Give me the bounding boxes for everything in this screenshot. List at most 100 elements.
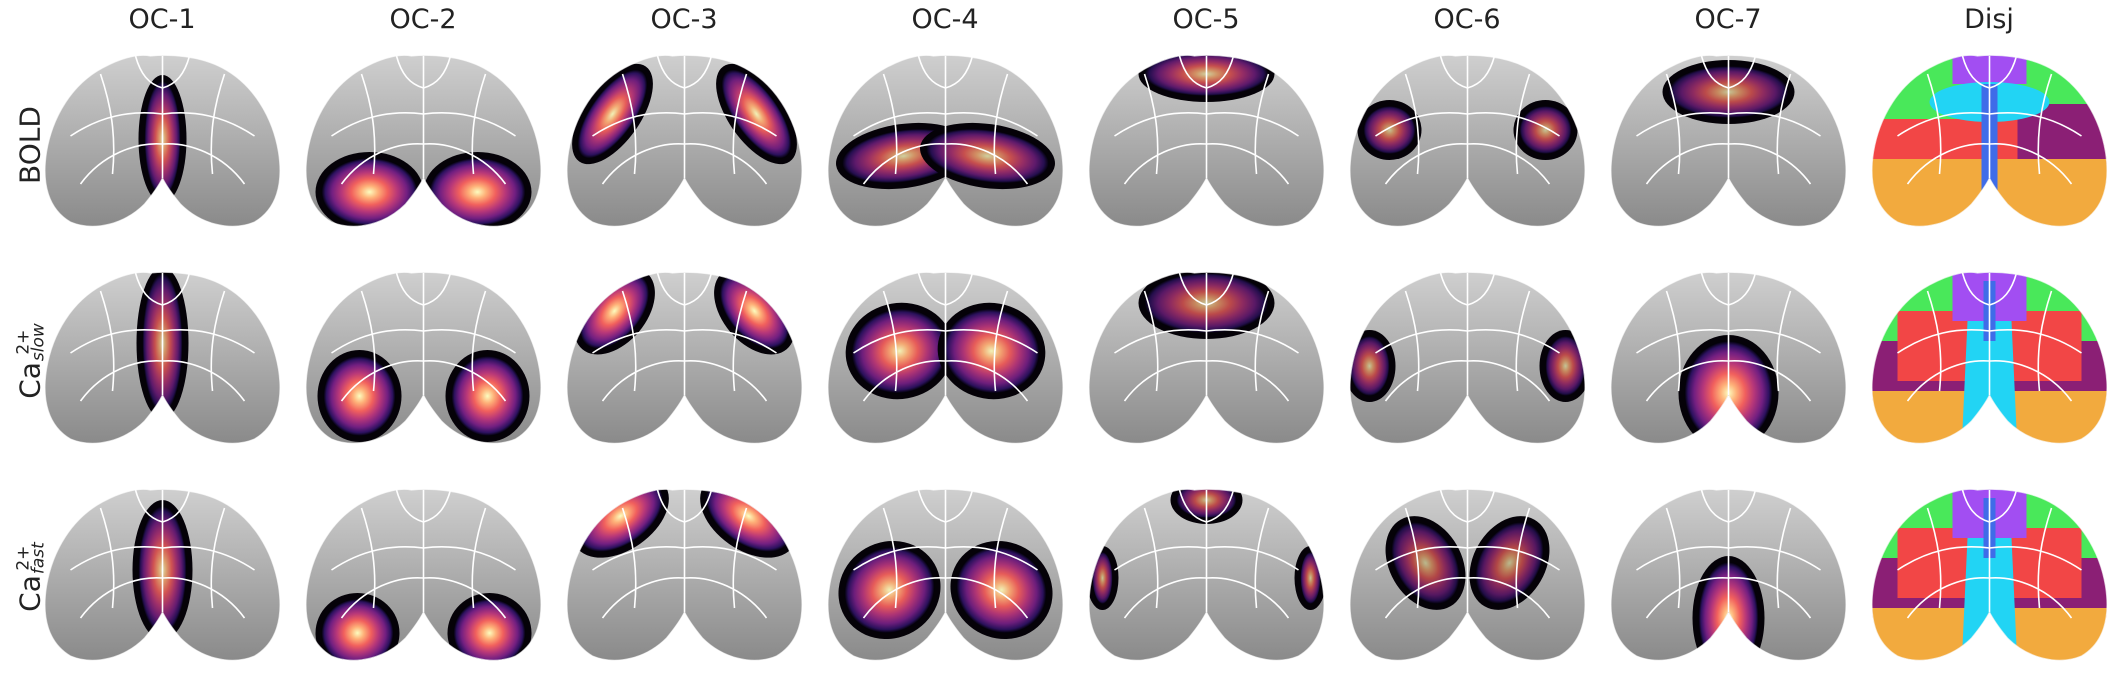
brain-map-oc2-ca-slow <box>301 261 546 451</box>
region-boundaries <box>331 272 516 402</box>
brain-map-disj-bold <box>1867 44 2107 234</box>
region-boundaries <box>1114 55 1299 185</box>
activation-blob <box>323 356 396 436</box>
brain-map-oc7-ca-slow-icon <box>1610 271 1847 444</box>
brain-map-oc2-bold <box>301 44 546 234</box>
region-boundaries <box>1636 489 1821 619</box>
brain-map-oc3-ca-slow <box>562 261 807 451</box>
activation-blob <box>321 599 394 661</box>
brain-map-oc1-bold <box>40 44 285 234</box>
region-boundaries <box>853 272 1038 402</box>
brain-map-oc3-ca-slow-icon <box>566 271 803 444</box>
activation-blob <box>451 356 524 436</box>
brain-map-oc7-ca-slow <box>1606 261 1851 451</box>
region-boundaries <box>70 489 255 619</box>
region-boundaries <box>1636 272 1821 402</box>
brain-map-oc7-bold <box>1606 44 1851 234</box>
region-boundaries <box>853 55 1038 185</box>
brain-map-oc4-ca-fast-icon <box>827 488 1064 661</box>
brain-map-oc1-ca-slow <box>40 261 285 451</box>
region-boundaries <box>1375 55 1560 185</box>
region-boundaries <box>70 55 255 185</box>
column-title-oc-7: OC-7 <box>1694 4 1762 35</box>
region-boundaries <box>592 55 777 185</box>
column-title-oc-3: OC-3 <box>650 4 718 35</box>
brain-map-oc6-bold-icon <box>1349 54 1586 227</box>
brain-map-oc2-ca-fast <box>301 478 546 668</box>
activation-blob <box>1475 522 1544 604</box>
region-boundaries <box>592 272 777 402</box>
activation-blob <box>1349 336 1390 396</box>
brain-map-oc7-ca-fast-icon <box>1610 488 1847 661</box>
activation-blob <box>721 69 792 159</box>
brain-map-oc6-ca-slow-icon <box>1349 271 1586 444</box>
disjoint-regions <box>1871 272 2107 444</box>
brain-map-oc1-bold-icon <box>44 54 281 227</box>
brain-map-disj-bold-icon <box>1871 54 2107 227</box>
activation-blob <box>1519 106 1572 154</box>
brain-map-oc5-ca-fast <box>1084 478 1329 668</box>
brain-map-oc1-ca-fast <box>40 478 285 668</box>
brain-map-disj-ca-fast-icon <box>1871 488 2107 661</box>
brain-map-oc6-ca-slow <box>1345 261 1590 451</box>
column-title-oc-5: OC-5 <box>1172 4 1240 35</box>
activation-blob <box>844 546 935 634</box>
brain-map-oc5-bold <box>1084 44 1329 234</box>
brain-map-oc5-bold-icon <box>1088 54 1325 227</box>
region-boundaries <box>70 272 255 402</box>
disjoint-regions <box>1871 489 2107 661</box>
region-boundaries <box>1897 55 2082 185</box>
brain-map-oc6-ca-fast-icon <box>1349 488 1586 661</box>
brain-map-oc4-bold <box>823 44 1068 234</box>
brain-map-oc5-ca-slow <box>1084 261 1329 451</box>
activation-blob <box>925 128 1050 184</box>
column-title-oc-6: OC-6 <box>1433 4 1501 35</box>
brain-map-oc2-bold-icon <box>305 54 542 227</box>
region-boundaries <box>853 489 1038 619</box>
brain-map-oc7-bold-icon <box>1610 54 1847 227</box>
region-boundaries <box>1375 489 1560 619</box>
region-boundaries <box>1114 272 1299 402</box>
brain-map-oc2-ca-slow-icon <box>305 271 542 444</box>
brain-map-oc1-ca-fast-icon <box>44 488 281 661</box>
activation-blob <box>956 546 1047 634</box>
activation-blob <box>1092 552 1113 604</box>
region-boundaries <box>1897 272 2082 402</box>
brain-map-oc4-ca-slow <box>823 261 1068 451</box>
region-boundaries <box>331 489 516 619</box>
brain-map-disj-ca-slow-icon <box>1871 271 2107 444</box>
region-boundaries <box>331 55 516 185</box>
brain-map-oc1-ca-slow-icon <box>44 271 281 444</box>
activation-blob <box>453 599 526 661</box>
activation-blob <box>429 158 526 226</box>
brain-map-oc3-ca-fast <box>562 478 807 668</box>
brain-map-oc5-ca-fast-icon <box>1088 488 1325 661</box>
brain-map-oc6-ca-fast <box>1345 478 1590 668</box>
activation-blob <box>577 69 648 159</box>
activation-blob <box>1300 552 1321 604</box>
column-title-oc-1: OC-1 <box>128 4 196 35</box>
activation-blob <box>1363 106 1416 154</box>
brain-map-oc3-bold-icon <box>566 54 803 227</box>
brain-map-disj-ca-fast <box>1867 478 2107 668</box>
brain-map-disj-ca-slow <box>1867 261 2107 451</box>
brain-map-oc5-ca-slow-icon <box>1088 271 1325 444</box>
brain-map-oc4-ca-fast <box>823 478 1068 668</box>
brain-map-oc3-ca-fast-icon <box>566 488 803 661</box>
brain-map-oc2-ca-fast-icon <box>305 488 542 661</box>
region-boundaries <box>1375 272 1560 402</box>
region-boundaries <box>1636 55 1821 185</box>
region-boundaries <box>592 489 777 619</box>
brain-map-oc3-bold <box>562 44 807 234</box>
brain-map-oc4-bold-icon <box>827 54 1064 227</box>
brain-map-oc7-ca-fast <box>1606 478 1851 668</box>
activation-blob <box>321 158 418 226</box>
activation-blob <box>1545 336 1586 396</box>
column-title-disj: Disj <box>1964 4 2014 35</box>
activation-blob <box>1391 522 1460 604</box>
disjoint-regions <box>1871 55 2107 227</box>
region-boundaries <box>1897 489 2082 619</box>
brain-map-oc4-ca-slow-icon <box>827 271 1064 444</box>
column-title-oc-4: OC-4 <box>911 4 979 35</box>
